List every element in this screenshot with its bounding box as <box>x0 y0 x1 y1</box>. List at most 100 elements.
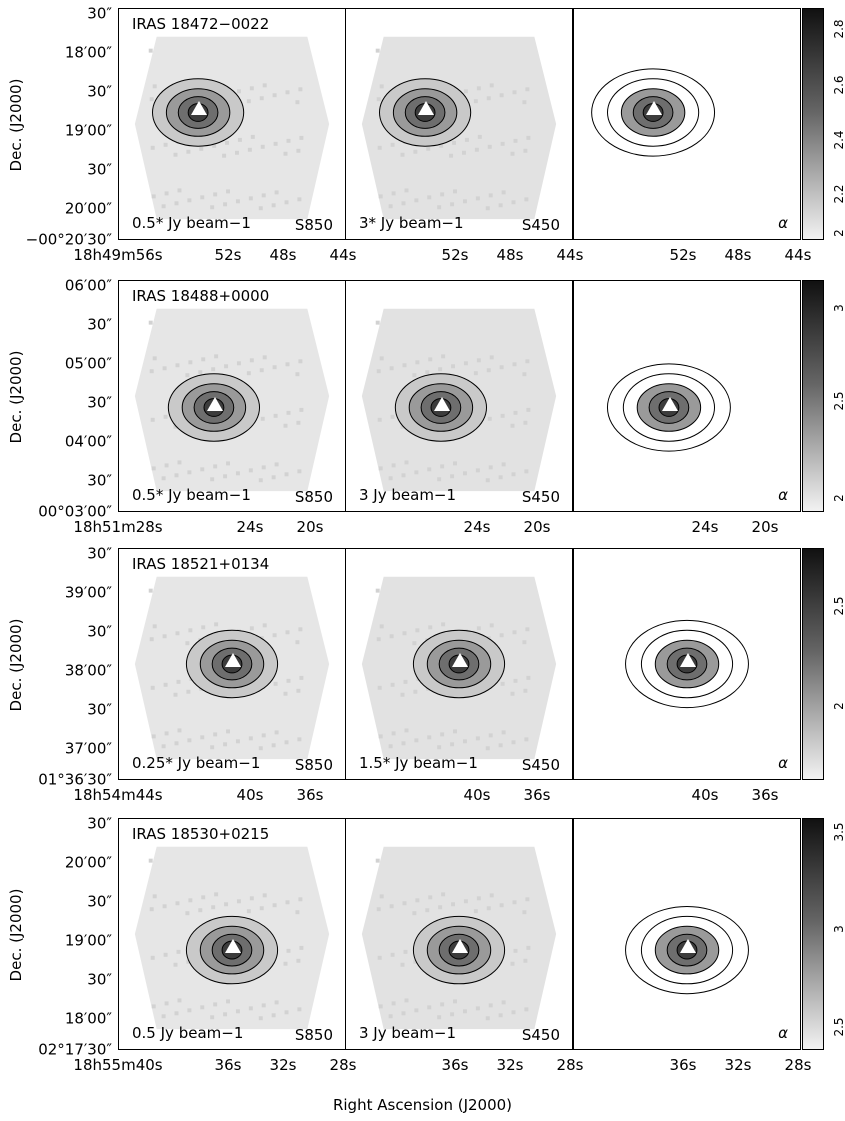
ra-tick-label: 28s <box>329 1056 357 1074</box>
noise-pixel <box>199 146 204 151</box>
noise-pixel <box>513 138 518 143</box>
noise-pixel <box>510 961 515 966</box>
noise-pixel <box>163 952 168 957</box>
dec-tick-label: 39′00″ <box>64 583 112 602</box>
colorbar-tick-label: 3.5 <box>832 822 845 842</box>
ra-tick-label: 20s <box>751 518 779 536</box>
ra-tick-label: 20s <box>296 518 324 536</box>
colorbar-tick-label: 2.5 <box>832 1017 845 1037</box>
noise-pixel <box>272 365 277 370</box>
noise-pixel <box>200 1005 205 1010</box>
noise-pixel <box>428 625 433 630</box>
noise-pixel <box>489 623 494 628</box>
noise-pixel <box>437 745 442 750</box>
ra-tick-label: 40s <box>691 786 719 804</box>
noise-pixel <box>379 624 384 629</box>
ra-tick-label: 40s <box>236 786 264 804</box>
noise-pixel <box>214 892 219 897</box>
ra-tick-label: 48s <box>269 246 297 264</box>
noise-pixel <box>489 83 494 88</box>
noise-pixel <box>273 681 278 686</box>
band-850: S850 <box>294 216 333 234</box>
noise-pixel <box>388 744 393 749</box>
band-850: S850 <box>294 756 333 774</box>
noise-pixel <box>376 369 381 374</box>
s850-map <box>134 36 330 220</box>
noise-pixel <box>148 858 153 863</box>
scale-850: 0.5* Jy beam−1 <box>132 486 251 504</box>
noise-pixel <box>298 87 303 92</box>
noise-pixel <box>523 958 528 963</box>
noise-pixel <box>511 200 516 205</box>
noise-pixel <box>260 144 265 149</box>
figure-row: Dec. (J2000) 06′00″ 30″ 05′00″ 30″ 04′00″ 30″ 0… <box>0 278 845 542</box>
noise-pixel <box>437 1015 442 1020</box>
noise-pixel <box>451 902 456 907</box>
noise-pixel <box>261 465 266 470</box>
dec-tick-label: 18′00″ <box>64 43 112 62</box>
colorbar <box>802 818 824 1050</box>
noise-pixel <box>173 962 178 967</box>
noise-pixel <box>488 733 493 738</box>
dec-tick-label: 30″ <box>87 700 112 719</box>
noise-pixel <box>226 189 231 194</box>
noise-pixel <box>297 197 302 202</box>
noise-pixel <box>489 893 494 898</box>
noise-pixel <box>391 191 396 196</box>
alpha-panel: α <box>573 548 801 780</box>
noise-pixel <box>463 899 468 904</box>
noise-pixel <box>258 1016 263 1021</box>
ra-tick-label: 52s <box>669 246 697 264</box>
noise-pixel <box>400 962 405 967</box>
noise-pixel <box>262 893 267 898</box>
noise-pixel <box>438 905 443 910</box>
noise-pixel <box>412 373 417 378</box>
noise-pixel <box>415 360 420 365</box>
noise-pixel <box>161 744 166 749</box>
noise-pixel <box>501 462 506 467</box>
s850-panel: IRAS 18521+0134 0.25* Jy beam−1 S850 <box>118 548 346 780</box>
noise-pixel <box>379 84 384 89</box>
ra-tick-label: 44s <box>329 246 357 264</box>
noise-pixel <box>451 364 456 369</box>
alpha-label: α <box>778 754 788 772</box>
noise-pixel <box>522 100 527 105</box>
scale-450: 1.5* Jy beam−1 <box>359 754 478 772</box>
noise-pixel <box>260 416 265 421</box>
colorbar-tick-label: 2 <box>832 494 845 502</box>
noise-pixel <box>286 410 291 415</box>
ra-tick-label: 48s <box>496 246 524 264</box>
noise-pixel <box>259 368 264 373</box>
noise-pixel <box>295 372 300 377</box>
noise-pixel <box>248 736 253 741</box>
noise-pixel <box>213 464 218 469</box>
noise-pixel <box>274 462 279 467</box>
noise-pixel <box>161 1014 166 1019</box>
s850-panel: IRAS 18472−0022 0.5* Jy beam−1 S850 <box>118 8 346 240</box>
noise-pixel <box>259 96 264 101</box>
noise-pixel <box>400 152 405 157</box>
noise-pixel <box>283 151 288 156</box>
noise-pixel <box>501 1000 506 1005</box>
noise-pixel <box>285 900 290 905</box>
noise-pixel <box>285 362 290 367</box>
noise-pixel <box>248 1006 253 1011</box>
noise-pixel <box>211 905 216 910</box>
ra-tick-label: 24s <box>463 518 491 536</box>
noise-pixel <box>210 1015 215 1020</box>
scale-450: 3 Jy beam−1 <box>359 1024 457 1042</box>
noise-pixel <box>512 90 517 95</box>
noise-pixel <box>249 358 254 363</box>
noise-pixel <box>476 86 481 91</box>
noise-pixel <box>526 945 531 950</box>
noise-pixel <box>412 911 417 916</box>
ra-tick-label: 32s <box>496 1056 524 1074</box>
colorbar-tick-label: 2.4 <box>832 130 845 150</box>
noise-pixel <box>441 354 446 359</box>
alpha-map <box>591 68 716 157</box>
noise-pixel <box>297 737 302 742</box>
ra-tick-label: 36s <box>214 1056 242 1074</box>
noise-pixel <box>522 910 527 915</box>
noise-pixel <box>453 461 458 466</box>
noise-pixel <box>425 908 430 913</box>
